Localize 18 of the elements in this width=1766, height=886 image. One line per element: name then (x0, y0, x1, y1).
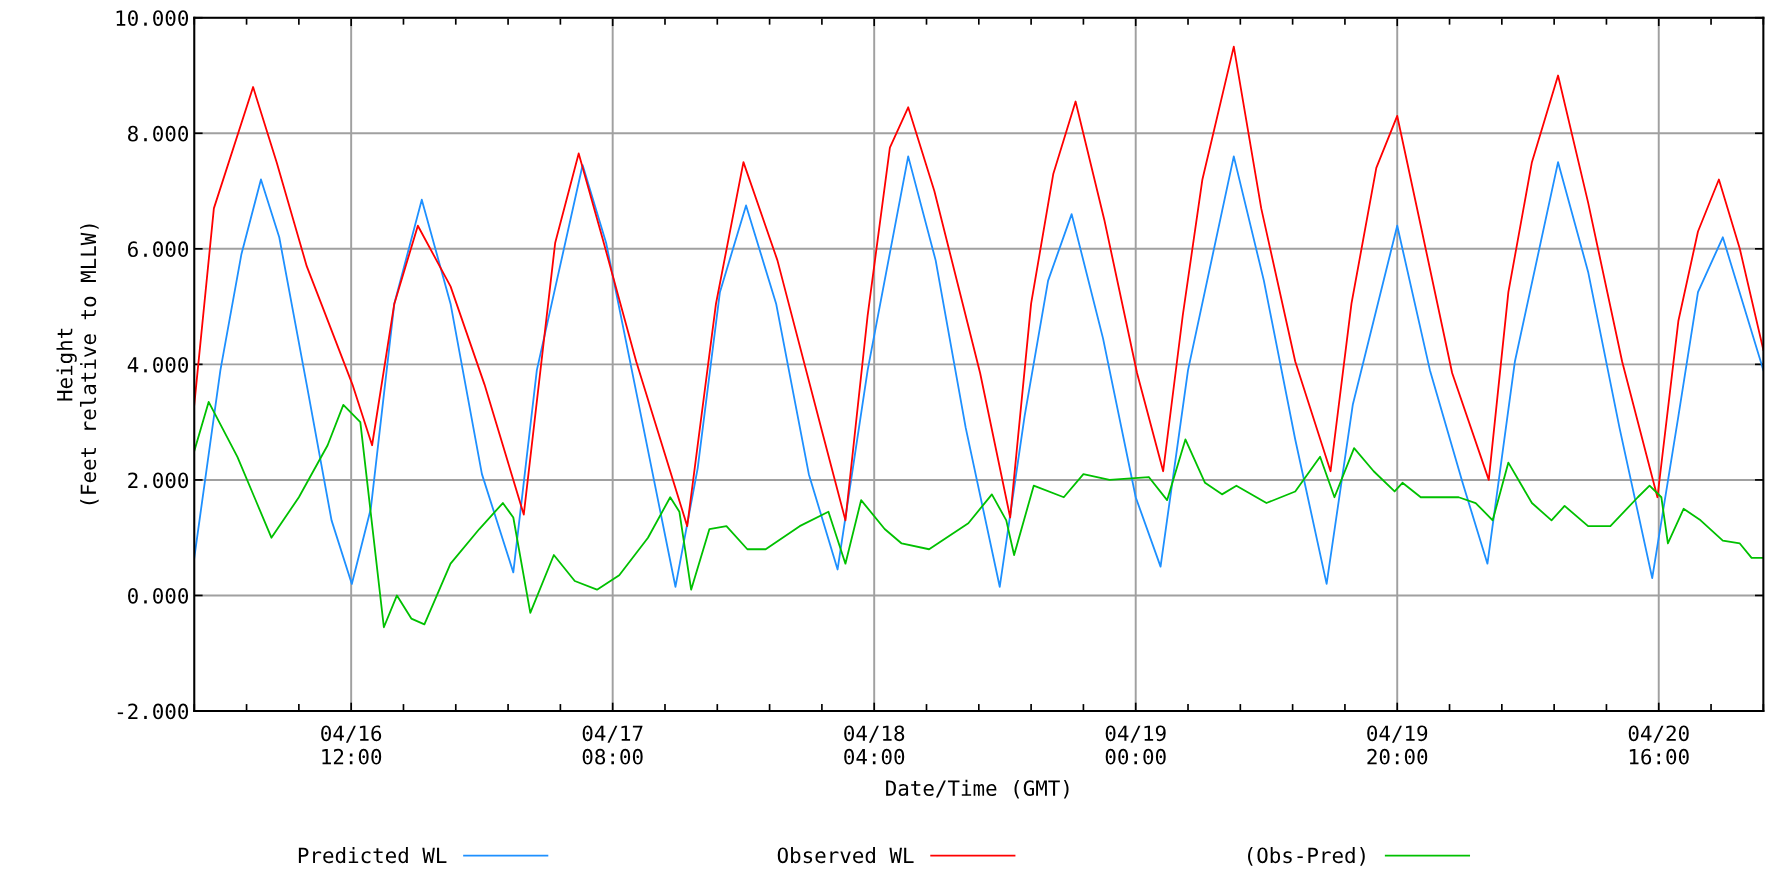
y-tick-label: 0.000 (128, 587, 189, 604)
legend-label: Observed WL (777, 847, 914, 864)
legend-label: (Obs-Pred) (1248, 847, 1365, 866)
y-tick-label: 8.000 (128, 125, 189, 142)
y-tick-label: 2.000 (128, 472, 189, 489)
y-axis-title: Height (Feet relative to MLLW) (56, 224, 99, 505)
x-tick-label: 04/19 20:00 (1367, 725, 1428, 765)
x-tick-label: 04/20 16:00 (1628, 725, 1689, 765)
y-tick-label: 4.000 (127, 356, 189, 373)
y-tick-label: 6.000 (128, 241, 189, 258)
x-tick-label: 04/18 04:00 (844, 725, 905, 765)
x-tick-label: 04/17 08:00 (582, 725, 643, 765)
y-tick-label: 10.000 (116, 10, 189, 26)
x-axis-title: Date/Time (GMT) (886, 779, 1069, 799)
y-tick-label: -2.000 (117, 703, 189, 720)
x-tick-label: 04/16 12:00 (321, 725, 382, 765)
x-tick-label: 04/19 00:00 (1105, 725, 1166, 765)
legend-label: Predicted WL (298, 847, 447, 864)
